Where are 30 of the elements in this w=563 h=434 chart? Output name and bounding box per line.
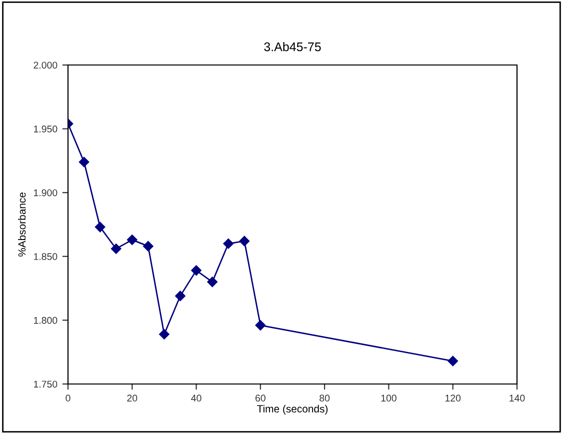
x-tick-label: 120 [445,394,461,402]
y-tick-label: 1.750 [34,380,58,388]
point [143,241,154,252]
point [239,236,250,246]
point [175,290,186,302]
point [191,265,202,276]
point [448,356,458,366]
x-axis-title: Time (seconds) [257,404,328,415]
point [110,244,122,254]
y-tick-label: 1.900 [34,189,58,196]
y-axis-title: %Absorbance [18,192,26,257]
point [207,276,218,288]
y-tick-label: 1.800 [34,316,58,324]
point [127,234,138,245]
x-tick-label: 100 [381,394,396,402]
y-tick-label: 1.950 [34,126,58,132]
x-tick-label: 40 [191,394,202,402]
point [78,156,90,168]
x-tick-label: 20 [127,394,138,402]
y-tick-label: 1.850 [34,253,58,260]
point [94,222,106,232]
chart-title: 3.Ab45-75 [264,42,321,52]
x-tick-label: 60 [256,394,266,402]
x-tick-label: 80 [320,394,330,402]
x-tick-label: 0 [66,394,70,402]
point [255,320,266,330]
y-tick-label: 2.000 [34,62,58,69]
point [223,238,234,249]
point [159,329,170,340]
x-tick-label: 140 [510,394,525,402]
